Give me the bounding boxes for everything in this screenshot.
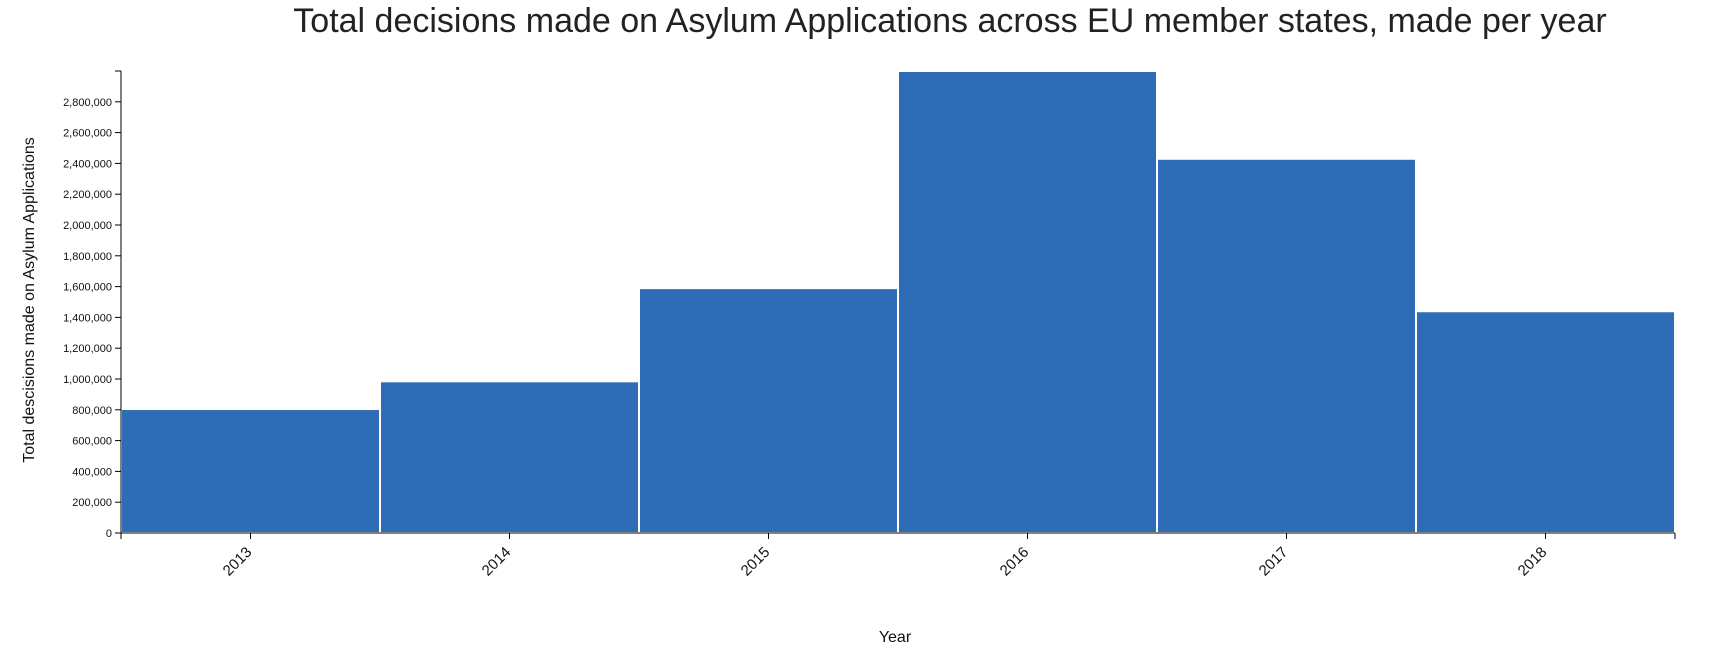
- x-tick-label: 2015: [738, 544, 774, 580]
- x-tick-label: 2014: [479, 544, 515, 580]
- y-tick-label: 400,000: [72, 466, 112, 478]
- x-tick-label: 2013: [220, 544, 256, 580]
- bars-group: [120, 70, 1676, 535]
- y-tick-label: 1,400,000: [63, 312, 112, 324]
- y-tick-label: 2,400,000: [63, 158, 112, 170]
- x-tick-label: 2017: [1256, 544, 1292, 580]
- y-tick-label: 1,200,000: [63, 343, 112, 355]
- y-tick-label: 2,200,000: [63, 189, 112, 201]
- y-tick-label: 200,000: [72, 497, 112, 509]
- x-tick-label: 2018: [1515, 544, 1551, 580]
- y-tick-label: 600,000: [72, 436, 112, 448]
- bar-2014: [379, 380, 640, 534]
- chart-title: Total decisions made on Asylum Applicati…: [293, 2, 1606, 40]
- bar-2016: [897, 70, 1158, 534]
- bar-2013: [120, 408, 381, 534]
- bar-2017: [1156, 157, 1417, 534]
- y-tick-label: 2,000,000: [63, 220, 112, 232]
- y-axis: 0 200,000 400,000 600,000 800,000 1,000,000 1,…: [63, 70, 122, 540]
- y-axis-label: Total descisions made on Asylum Applicat…: [21, 137, 38, 463]
- y-tick-label: 2,600,000: [63, 128, 112, 140]
- y-tick-label: 1,800,000: [63, 251, 112, 263]
- x-axis: 2013 2014 2015 2016 2017 2018: [120, 532, 1676, 580]
- y-tick-label: 2,800,000: [63, 97, 112, 109]
- y-tick-label: 800,000: [72, 405, 112, 417]
- bar-2018: [1415, 310, 1676, 534]
- x-tick-label: 2016: [997, 544, 1033, 580]
- bar-2015: [638, 287, 899, 535]
- y-tick-label: 1,000,000: [63, 374, 112, 386]
- y-tick-label: 0: [106, 528, 112, 540]
- y-tick-label: 1,600,000: [63, 282, 112, 294]
- x-axis-label: Year: [879, 629, 912, 646]
